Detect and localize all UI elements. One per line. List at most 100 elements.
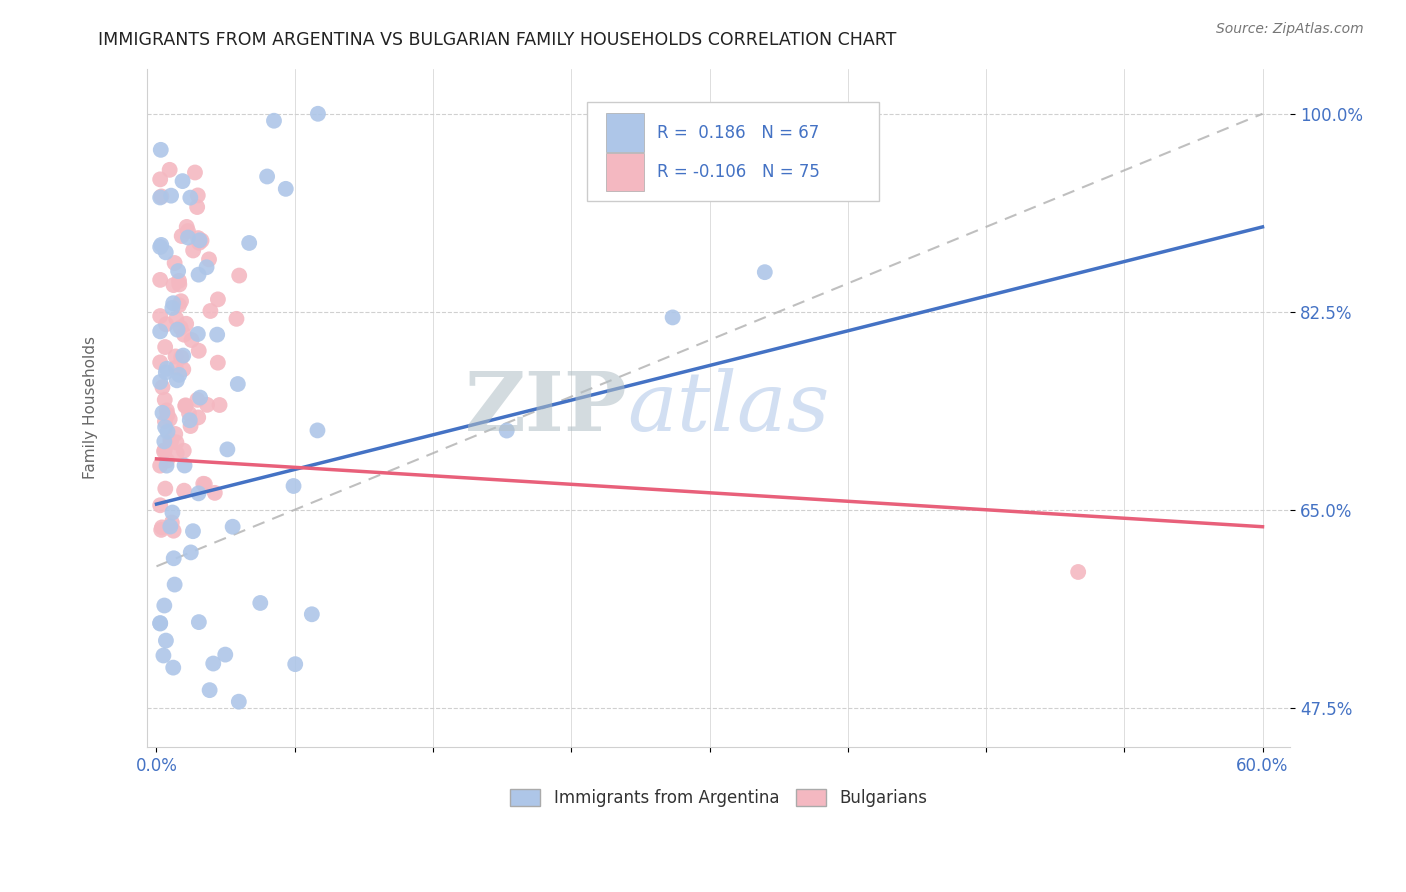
Point [149,355,172,369]
Point [214,648,236,662]
Point [1067,565,1090,579]
Point [149,458,172,473]
Point [166,323,188,337]
FancyBboxPatch shape [606,113,644,152]
Point [153,599,176,613]
Point [165,360,187,375]
Point [181,524,204,539]
Text: Family Households: Family Households [83,336,97,479]
Point [176,219,198,234]
Point [153,420,176,434]
Point [153,340,176,354]
Point [155,245,177,260]
Point [301,607,323,622]
Text: atlas: atlas [627,368,830,448]
Point [249,596,271,610]
Point [173,483,195,498]
Point [153,434,176,449]
Point [200,304,222,318]
Point [207,356,229,370]
Point [156,425,179,439]
Point [165,350,187,364]
Point [155,458,177,473]
Point [150,189,173,203]
Point [177,406,200,420]
Point [226,377,249,392]
Point [163,577,186,591]
Point [225,311,247,326]
Point [187,615,209,629]
Text: IMMIGRANTS FROM ARGENTINA VS BULGARIAN FAMILY HOUSEHOLDS CORRELATION CHART: IMMIGRANTS FROM ARGENTINA VS BULGARIAN F… [98,31,897,49]
Text: ZIP: ZIP [464,368,627,448]
Point [150,523,173,537]
Point [188,235,211,250]
Point [169,277,191,292]
Point [181,244,204,258]
Point [149,190,172,204]
Point [186,392,208,407]
Point [153,443,176,458]
Point [256,169,278,184]
Point [149,273,172,287]
Point [284,657,307,672]
Point [238,235,260,250]
Point [153,444,176,458]
Point [172,349,194,363]
Point [187,268,209,282]
Point [195,260,218,275]
Point [155,633,177,648]
Point [198,252,221,267]
Point [228,695,250,709]
Point [307,424,329,438]
Point [754,265,776,279]
Point [179,191,201,205]
Point [187,410,209,425]
Point [152,380,174,394]
Point [165,435,187,450]
Point [173,327,195,342]
Point [165,311,187,326]
Point [188,233,211,247]
Point [195,398,218,412]
Point [177,224,200,238]
Point [156,361,179,376]
Point [208,398,231,412]
Point [160,188,183,202]
Point [173,443,195,458]
Point [156,408,179,422]
Point [228,268,250,283]
Point [159,519,181,533]
Point [160,434,183,449]
Point [166,446,188,460]
Point [198,683,221,698]
Point [162,524,184,538]
Point [156,403,179,417]
Point [167,298,190,312]
Point [149,143,172,157]
Point [187,188,209,202]
Point [167,274,190,288]
Point [184,165,207,179]
Point [187,326,209,341]
Point [162,296,184,310]
Point [186,200,208,214]
Point [153,414,176,428]
Point [155,365,177,379]
Text: Source: ZipAtlas.com: Source: ZipAtlas.com [1216,22,1364,37]
Point [163,256,186,270]
Point [153,392,176,407]
Point [155,317,177,331]
Point [150,238,173,252]
Point [149,498,172,512]
Point [172,362,194,376]
Point [159,162,181,177]
Point [149,172,172,186]
Point [263,113,285,128]
Text: R = -0.106   N = 75: R = -0.106 N = 75 [657,163,820,181]
Point [160,516,183,530]
Point [188,391,211,405]
Point [149,324,172,338]
Point [162,660,184,674]
Point [202,657,225,671]
Point [187,486,209,500]
